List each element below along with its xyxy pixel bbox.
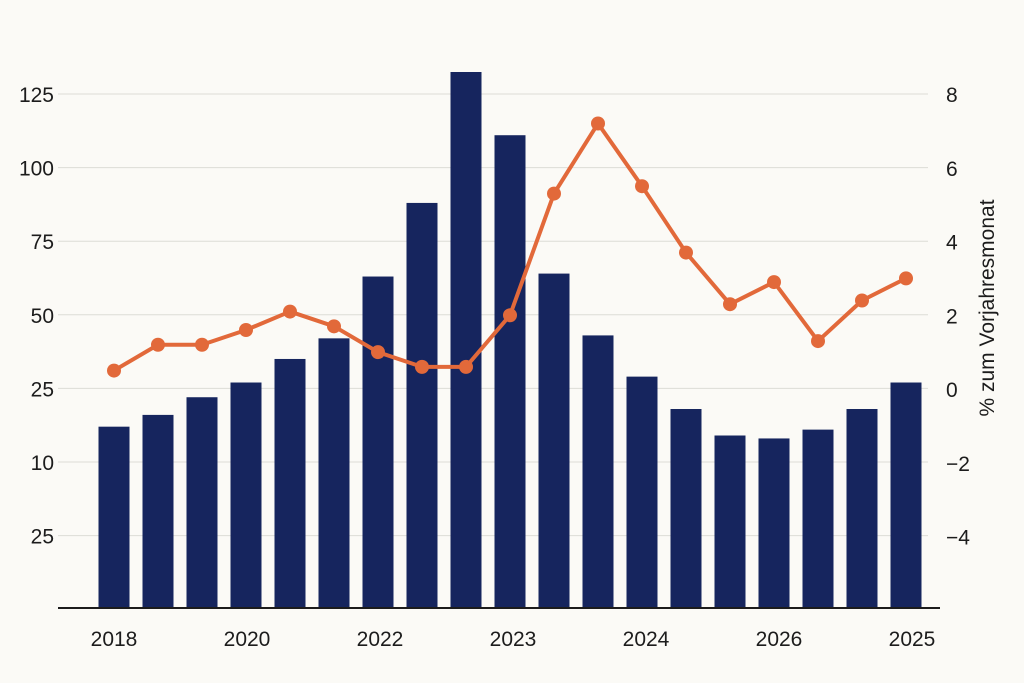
right-tick-label: −4 xyxy=(946,527,970,550)
right-tick-label: 4 xyxy=(946,232,958,255)
left-tick-label: 10 xyxy=(31,452,54,475)
bar xyxy=(494,135,526,608)
line-point xyxy=(635,179,649,194)
left-tick-label: 50 xyxy=(31,305,54,328)
x-axis-ticks: 2018 2020 2022 2023 2024 2026 2025 xyxy=(91,628,936,651)
bar xyxy=(230,382,262,608)
bar xyxy=(362,276,394,608)
right-tick-label: 8 xyxy=(946,84,958,107)
right-tick-label: 0 xyxy=(946,379,958,402)
right-axis-title: % zum Vorjahresmonat xyxy=(976,199,999,416)
line-point xyxy=(107,363,121,378)
line-point xyxy=(899,271,913,286)
line-point xyxy=(723,297,737,312)
line-point xyxy=(283,304,297,319)
bar xyxy=(714,435,746,608)
line-point xyxy=(503,308,517,323)
x-tick-label: 2024 xyxy=(623,628,670,651)
bar xyxy=(802,429,834,608)
left-tick-label: 25 xyxy=(31,526,54,549)
bar xyxy=(670,409,702,608)
line-point xyxy=(547,186,561,201)
x-tick-label: 2026 xyxy=(756,628,803,651)
x-tick-label: 2020 xyxy=(224,628,271,651)
right-tick-label: 6 xyxy=(946,158,958,181)
line-point xyxy=(415,359,429,374)
left-tick-label: 100 xyxy=(19,158,54,181)
bar xyxy=(186,397,218,608)
bar xyxy=(626,376,658,608)
right-tick-label: 2 xyxy=(946,305,958,328)
x-tick-label: 2018 xyxy=(91,628,138,651)
line-point xyxy=(371,345,385,360)
line-point xyxy=(855,293,869,308)
line-point xyxy=(811,334,825,349)
bar xyxy=(318,338,350,608)
left-tick-label: 25 xyxy=(31,378,54,401)
line-point xyxy=(459,359,473,374)
bar xyxy=(406,202,438,609)
bar xyxy=(142,414,174,608)
bar xyxy=(582,335,614,608)
line-point xyxy=(767,275,781,290)
bar xyxy=(758,438,790,608)
bar xyxy=(98,426,130,608)
line-point xyxy=(195,337,209,352)
left-axis-ticks: 125 100 75 50 25 10 25 xyxy=(19,84,54,549)
left-tick-label: 125 xyxy=(19,84,54,107)
left-tick-label: 75 xyxy=(31,231,54,254)
bar-series xyxy=(98,72,922,609)
line-point xyxy=(239,323,253,337)
right-tick-label: −2 xyxy=(946,453,970,476)
line-point xyxy=(679,245,693,260)
line-series xyxy=(107,116,913,378)
x-tick-label: 2023 xyxy=(490,628,537,651)
bar xyxy=(450,72,482,608)
line-point xyxy=(591,116,605,131)
x-tick-label: 2022 xyxy=(357,628,404,651)
bar xyxy=(538,273,570,608)
bar xyxy=(274,358,306,608)
x-tick-label: 2025 xyxy=(889,628,936,651)
bar xyxy=(846,409,878,608)
bar xyxy=(890,382,922,608)
line-point xyxy=(327,319,341,334)
right-axis-ticks: 8 6 4 2 0 −2 −4 xyxy=(946,84,970,550)
line-point xyxy=(151,337,165,352)
